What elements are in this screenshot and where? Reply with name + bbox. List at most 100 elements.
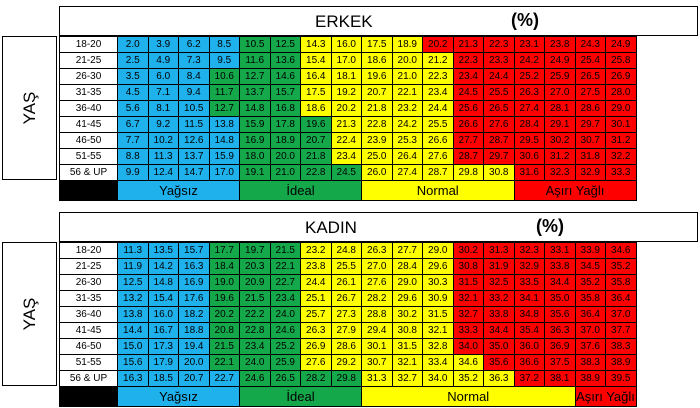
value-cell: 14.8 — [208, 132, 240, 149]
value-cell: 19.0 — [208, 274, 240, 291]
value-cell: 16.9 — [178, 274, 210, 291]
value-cell: 18.5 — [147, 370, 179, 387]
value-cell: 28.2 — [361, 290, 393, 307]
value-cell: 23.4 — [239, 338, 271, 355]
value-cell: 12.5 — [269, 36, 301, 53]
table-row: 51-55 8.8 11.3 13.7 15.9 18.0 20.0 21.8 23.4 25.0… — [59, 148, 637, 165]
value-cell: 26.3 — [361, 242, 393, 259]
value-cell: 35.0 — [483, 338, 515, 355]
value-cell: 22.8 — [361, 116, 393, 133]
value-cell: 36.6 — [513, 354, 545, 371]
age-cell: 56 & UP — [59, 164, 118, 181]
value-cell: 39.5 — [605, 370, 637, 387]
value-cell: 8.1 — [147, 100, 179, 117]
value-cell: 28.7 — [452, 148, 484, 165]
table-row: 56 & UP 9.9 12.4 14.7 17.0 19.1 21.0 22.8 24.5 26… — [59, 164, 637, 181]
value-cell: 29.7 — [574, 116, 606, 133]
value-cell: 4.9 — [147, 52, 179, 69]
value-cell: 25.1 — [300, 290, 332, 307]
value-cell: 20.9 — [239, 274, 271, 291]
value-cell: 12.5 — [117, 274, 149, 291]
value-cell: 30.7 — [574, 132, 606, 149]
value-cell: 13.7 — [178, 148, 210, 165]
value-cell: 2.0 — [117, 36, 149, 53]
value-cell: 32.5 — [483, 274, 515, 291]
age-cell: 26-30 — [59, 274, 118, 291]
table-row: 41-45 6.7 9.2 11.5 13.8 15.9 17.8 19.6 21.3 22.8 2… — [59, 116, 637, 133]
table-row: 36-40 13.8 16.0 18.2 20.2 22.2 24.0 25.7 27.3 28.… — [59, 306, 637, 323]
table-row: 36-40 5.6 8.1 10.5 12.7 14.8 16.8 18.6 20.2 21.8 2… — [59, 100, 637, 117]
value-cell: 16.3 — [117, 370, 149, 387]
value-cell: 15.9 — [239, 116, 271, 133]
value-cell: 27.6 — [483, 116, 515, 133]
value-cell: 28.7 — [483, 132, 515, 149]
value-cell: 24.0 — [239, 354, 271, 371]
category-yagsiz: Yağsız — [117, 180, 240, 201]
value-cell: 38.3 — [605, 338, 637, 355]
value-cell: 34.1 — [513, 290, 545, 307]
value-cell: 13.7 — [239, 84, 271, 101]
value-cell: 33.1 — [544, 242, 576, 259]
value-cell: 30.2 — [391, 306, 423, 323]
value-cell: 22.4 — [330, 132, 362, 149]
value-cell: 33.2 — [483, 290, 515, 307]
value-cell: 28.8 — [361, 306, 393, 323]
value-cell: 21.8 — [300, 148, 332, 165]
age-cell: 46-50 — [59, 132, 118, 149]
value-cell: 26.5 — [483, 100, 515, 117]
value-cell: 27.0 — [544, 84, 576, 101]
value-cell: 12.4 — [147, 164, 179, 181]
value-cell: 28.6 — [330, 338, 362, 355]
value-cell: 29.0 — [422, 242, 454, 259]
table-row: 46-50 15.0 17.3 19.4 21.5 23.4 25.2 26.9 28.6 30.… — [59, 338, 637, 355]
category-row: Yağsız İdeal Normal Aşırı Yağlı — [59, 386, 637, 407]
male-percent-label: (%) — [511, 10, 539, 30]
category-asiri-yagli: Aşırı Yağlı — [574, 386, 637, 407]
category-asiri-yagli: Aşırı Yağlı — [513, 180, 637, 201]
value-cell: 30.9 — [422, 290, 454, 307]
value-cell: 28.0 — [605, 84, 637, 101]
value-cell: 38.9 — [574, 370, 606, 387]
value-cell: 38.3 — [574, 354, 606, 371]
value-cell: 25.4 — [574, 52, 606, 69]
value-cell: 14.7 — [178, 164, 210, 181]
value-cell: 35.2 — [452, 370, 484, 387]
value-cell: 26.0 — [361, 164, 393, 181]
value-cell: 26.9 — [605, 68, 637, 85]
value-cell: 15.6 — [117, 354, 149, 371]
value-cell: 32.1 — [422, 322, 454, 339]
value-cell: 31.5 — [391, 338, 423, 355]
value-cell: 30.8 — [452, 258, 484, 275]
value-cell: 18.9 — [391, 36, 423, 53]
value-cell: 23.2 — [300, 242, 332, 259]
value-cell: 17.3 — [147, 338, 179, 355]
table-row: 31-35 4.5 7.1 9.4 11.7 13.7 15.7 17.5 19.2 20.7 22… — [59, 84, 637, 101]
value-cell: 14.8 — [239, 100, 271, 117]
category-normal: Normal — [361, 386, 576, 407]
value-cell: 24.9 — [605, 36, 637, 53]
category-row-corner — [59, 386, 118, 407]
age-cell: 51-55 — [59, 148, 118, 165]
value-cell: 25.2 — [269, 338, 301, 355]
value-cell: 11.9 — [117, 258, 149, 275]
value-cell: 22.7 — [208, 370, 240, 387]
value-cell: 24.2 — [513, 52, 545, 69]
value-cell: 15.4 — [300, 52, 332, 69]
value-cell: 3.5 — [117, 68, 149, 85]
male-title: ERKEK — [315, 12, 373, 31]
value-cell: 14.6 — [269, 68, 301, 85]
value-cell: 38.9 — [605, 354, 637, 371]
value-cell: 14.4 — [117, 322, 149, 339]
value-cell: 30.1 — [605, 116, 637, 133]
value-cell: 13.5 — [147, 242, 179, 259]
value-cell: 36.4 — [605, 290, 637, 307]
value-cell: 22.3 — [452, 52, 484, 69]
value-cell: 6.7 — [117, 116, 149, 133]
value-cell: 20.8 — [208, 322, 240, 339]
age-cell: 31-35 — [59, 84, 118, 101]
value-cell: 23.1 — [513, 36, 545, 53]
value-cell: 20.2 — [422, 36, 454, 53]
value-cell: 3.9 — [147, 36, 179, 53]
category-yagsiz: Yağsız — [117, 386, 240, 407]
value-cell: 35.8 — [605, 274, 637, 291]
